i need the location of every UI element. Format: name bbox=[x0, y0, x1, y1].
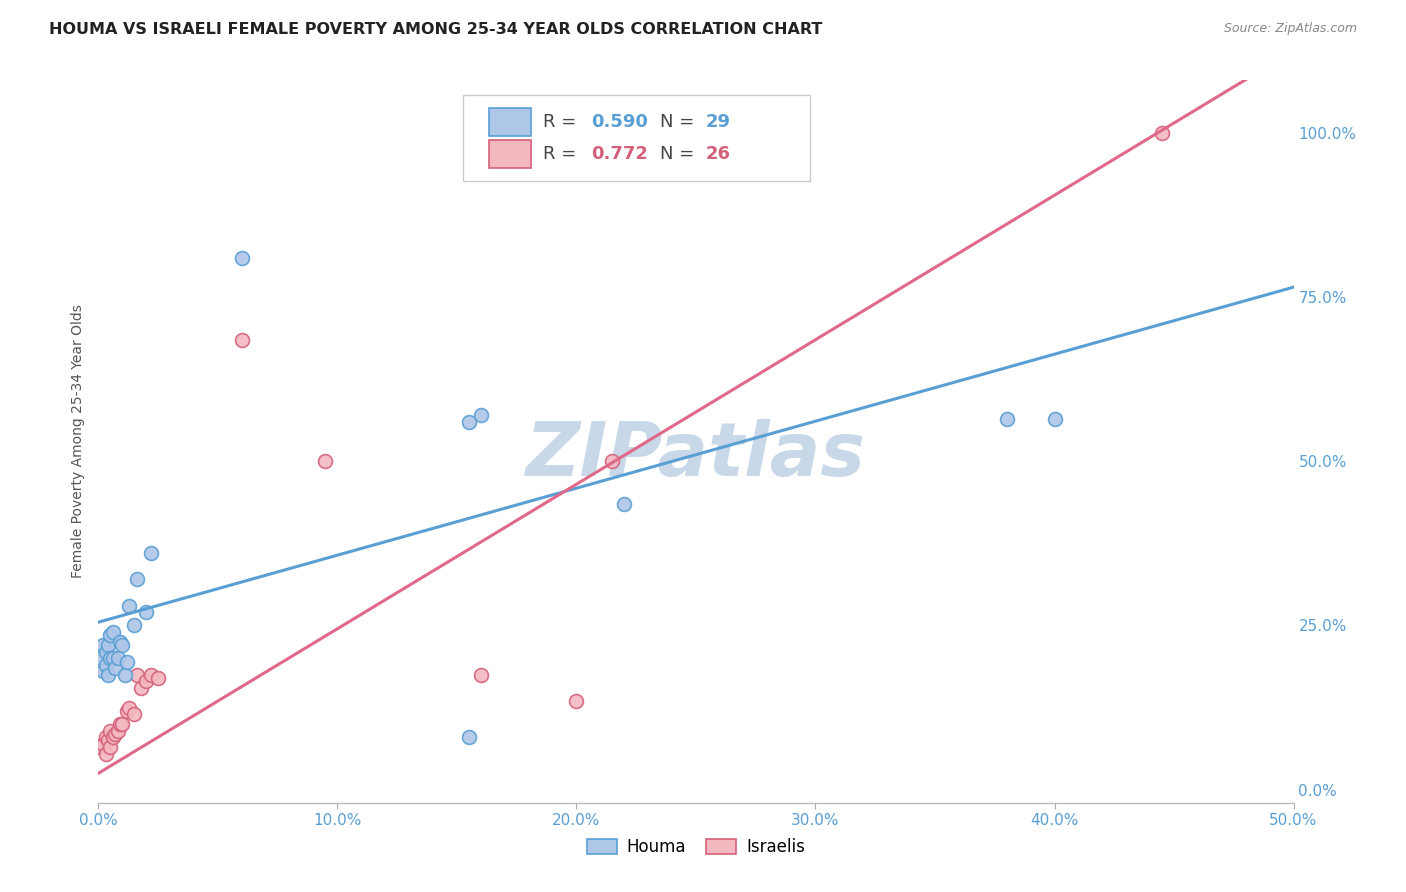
Legend: Houma, Israelis: Houma, Israelis bbox=[581, 831, 811, 863]
Point bbox=[104, 661, 127, 675]
Point bbox=[114, 667, 136, 681]
Point bbox=[458, 730, 481, 744]
Point bbox=[91, 737, 114, 751]
Point bbox=[135, 605, 157, 619]
Point bbox=[118, 599, 141, 613]
Point bbox=[91, 665, 114, 679]
Point bbox=[115, 704, 138, 718]
Point bbox=[101, 730, 124, 744]
Point bbox=[98, 739, 122, 754]
Point bbox=[91, 638, 114, 652]
Point bbox=[1043, 411, 1066, 425]
Point bbox=[125, 667, 148, 681]
Point bbox=[995, 411, 1018, 425]
Point bbox=[111, 717, 134, 731]
Point bbox=[108, 717, 131, 731]
Point bbox=[458, 415, 481, 429]
Point bbox=[94, 645, 117, 659]
Point bbox=[131, 681, 153, 695]
Text: 26: 26 bbox=[706, 145, 731, 163]
Point bbox=[108, 635, 131, 649]
Point bbox=[107, 651, 129, 665]
Point bbox=[124, 707, 146, 722]
Point bbox=[315, 454, 337, 468]
FancyBboxPatch shape bbox=[463, 95, 810, 181]
Point bbox=[124, 618, 146, 632]
Point bbox=[97, 638, 120, 652]
Point bbox=[139, 546, 162, 560]
FancyBboxPatch shape bbox=[489, 140, 531, 168]
Text: Source: ZipAtlas.com: Source: ZipAtlas.com bbox=[1223, 22, 1357, 36]
Point bbox=[98, 651, 122, 665]
Point bbox=[613, 497, 636, 511]
Point bbox=[98, 723, 122, 738]
Text: 29: 29 bbox=[706, 113, 731, 131]
Point bbox=[602, 454, 624, 468]
Point bbox=[565, 694, 588, 708]
Point bbox=[97, 733, 120, 747]
Point bbox=[135, 674, 157, 689]
Point bbox=[101, 625, 124, 640]
Point bbox=[98, 628, 122, 642]
Point bbox=[470, 667, 492, 681]
Text: HOUMA VS ISRAELI FEMALE POVERTY AMONG 25-34 YEAR OLDS CORRELATION CHART: HOUMA VS ISRAELI FEMALE POVERTY AMONG 25… bbox=[49, 22, 823, 37]
Text: N =: N = bbox=[661, 145, 700, 163]
FancyBboxPatch shape bbox=[489, 109, 531, 136]
Point bbox=[148, 671, 170, 685]
Point bbox=[104, 727, 127, 741]
Text: ZIPatlas: ZIPatlas bbox=[526, 419, 866, 492]
Point bbox=[94, 730, 117, 744]
Point bbox=[231, 333, 253, 347]
Point bbox=[97, 667, 120, 681]
Point bbox=[94, 657, 117, 672]
Point bbox=[115, 655, 138, 669]
Point bbox=[90, 651, 112, 665]
Point bbox=[111, 638, 134, 652]
Point bbox=[139, 667, 162, 681]
Point bbox=[94, 747, 117, 761]
Y-axis label: Female Poverty Among 25-34 Year Olds: Female Poverty Among 25-34 Year Olds bbox=[70, 304, 84, 579]
Point bbox=[101, 651, 124, 665]
Point bbox=[107, 723, 129, 738]
Text: N =: N = bbox=[661, 113, 700, 131]
Point bbox=[118, 700, 141, 714]
Text: R =: R = bbox=[543, 113, 582, 131]
Point bbox=[1152, 126, 1174, 140]
Text: 0.772: 0.772 bbox=[591, 145, 648, 163]
Point bbox=[470, 409, 492, 423]
Point bbox=[231, 251, 253, 265]
Point bbox=[90, 739, 112, 754]
Text: 0.590: 0.590 bbox=[591, 113, 648, 131]
Text: R =: R = bbox=[543, 145, 582, 163]
Point bbox=[125, 573, 148, 587]
